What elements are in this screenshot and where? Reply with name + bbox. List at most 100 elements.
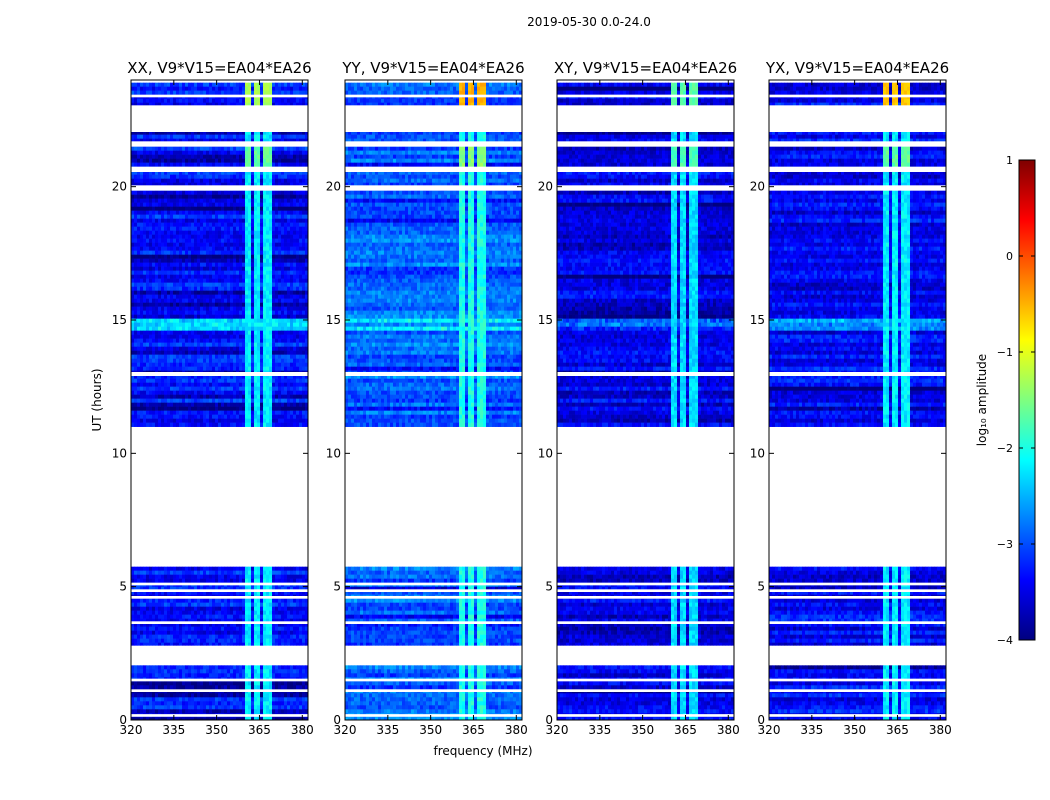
heatmap-cell xyxy=(143,701,146,705)
heatmap-cell xyxy=(176,709,179,713)
heatmap-cell xyxy=(191,599,194,603)
heatmap-cell xyxy=(221,669,224,673)
heatmap-cell xyxy=(155,599,158,603)
heatmap-cell xyxy=(260,575,263,579)
heatmap-cell xyxy=(284,697,287,701)
heatmap-cell xyxy=(284,685,287,689)
heatmap-cell xyxy=(146,693,149,697)
heatmap-cell xyxy=(227,665,230,669)
heatmap-cell xyxy=(158,673,161,677)
heatmap-cell xyxy=(149,673,152,677)
heatmap-cell xyxy=(218,599,221,603)
heatmap-cell xyxy=(197,665,200,669)
heatmap-cell xyxy=(281,693,284,697)
heatmap-cell xyxy=(203,681,206,685)
heatmap-cell xyxy=(215,693,218,697)
heatmap-cell xyxy=(200,705,203,709)
heatmap-cell xyxy=(278,693,281,697)
heatmap-cell xyxy=(245,697,248,701)
heatmap-cell xyxy=(158,669,161,673)
heatmap-cell xyxy=(296,685,299,689)
heatmap-cell xyxy=(146,709,149,713)
heatmap-cell xyxy=(269,673,272,677)
heatmap-cell xyxy=(149,599,152,603)
heatmap-cell xyxy=(134,599,137,603)
heatmap-cell xyxy=(263,681,266,685)
heatmap-cell xyxy=(233,599,236,603)
heatmap-cell xyxy=(200,571,203,575)
heatmap-cell xyxy=(185,567,188,571)
heatmap-cell xyxy=(143,575,146,579)
heatmap-cell xyxy=(263,579,266,583)
heatmap-cell xyxy=(242,665,245,669)
heatmap-cell xyxy=(140,567,143,571)
heatmap-cell xyxy=(179,599,182,603)
heatmap-cell xyxy=(245,705,248,709)
heatmap-cell xyxy=(158,571,161,575)
heatmap-cell xyxy=(293,685,296,689)
heatmap-cell xyxy=(218,685,221,689)
heatmap-cell xyxy=(176,693,179,697)
heatmap-cell xyxy=(155,693,158,697)
heatmap-cell xyxy=(236,693,239,697)
heatmap-cell xyxy=(203,669,206,673)
heatmap-cell xyxy=(182,673,185,677)
heatmap-cell xyxy=(176,681,179,685)
heatmap-cell xyxy=(164,709,167,713)
heatmap-cell xyxy=(155,579,158,583)
heatmap-cell xyxy=(200,697,203,701)
heatmap-cell xyxy=(197,693,200,697)
heatmap-cell xyxy=(137,669,140,673)
heatmap-cell xyxy=(287,685,290,689)
heatmap-cell xyxy=(224,709,227,713)
heatmap-cell xyxy=(278,665,281,669)
heatmap-cell xyxy=(260,571,263,575)
heatmap-cell xyxy=(254,701,257,705)
heatmap-cell xyxy=(239,705,242,709)
heatmap-cell xyxy=(281,685,284,689)
heatmap-cell xyxy=(290,705,293,709)
heatmap-cell xyxy=(239,579,242,583)
heatmap-cell xyxy=(143,705,146,709)
heatmap-cell xyxy=(182,693,185,697)
heatmap-cell xyxy=(182,665,185,669)
heatmap-cell xyxy=(224,579,227,583)
heatmap-cell xyxy=(203,567,206,571)
heatmap-cell xyxy=(287,681,290,685)
heatmap-cell xyxy=(212,669,215,673)
heatmap-cell xyxy=(170,599,173,603)
heatmap-cell xyxy=(179,681,182,685)
heatmap-cell xyxy=(302,685,305,689)
heatmap-cell xyxy=(200,673,203,677)
heatmap-cell xyxy=(194,685,197,689)
heatmap-cell xyxy=(263,665,266,669)
heatmap-cell xyxy=(299,709,302,713)
heatmap-cell xyxy=(287,567,290,571)
heatmap-cell xyxy=(296,697,299,701)
heatmap-cell xyxy=(179,571,182,575)
heatmap-cell xyxy=(248,693,251,697)
heatmap-cell xyxy=(134,685,137,689)
heatmap-cell xyxy=(170,693,173,697)
heatmap-cell xyxy=(167,685,170,689)
heatmap-cell xyxy=(257,673,260,677)
heatmap-cell xyxy=(224,681,227,685)
heatmap-cell xyxy=(140,681,143,685)
heatmap-cell xyxy=(227,685,230,689)
heatmap-cell xyxy=(191,579,194,583)
heatmap-cell xyxy=(200,709,203,713)
heatmap-cell xyxy=(257,665,260,669)
heatmap-cell xyxy=(158,697,161,701)
heatmap-cell xyxy=(203,673,206,677)
heatmap-cell xyxy=(257,705,260,709)
heatmap-cell xyxy=(272,705,275,709)
heatmap-cell xyxy=(185,705,188,709)
heatmap-cell xyxy=(224,685,227,689)
heatmap-cell xyxy=(137,571,140,575)
heatmap-cell xyxy=(188,669,191,673)
heatmap-cell xyxy=(221,571,224,575)
heatmap-cell xyxy=(179,665,182,669)
heatmap-cell xyxy=(185,697,188,701)
heatmap-cell xyxy=(248,665,251,669)
heatmap-cell xyxy=(296,665,299,669)
